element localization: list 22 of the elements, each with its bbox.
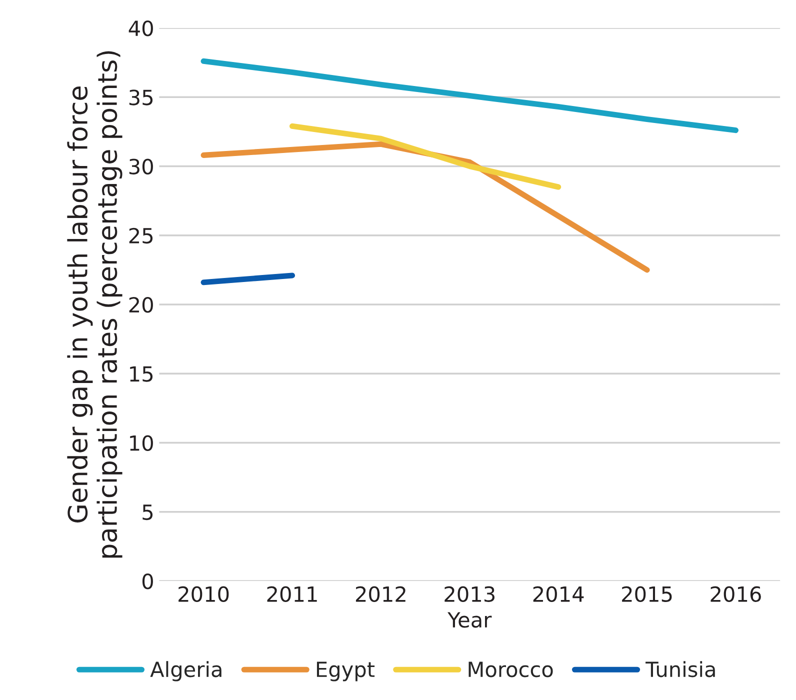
- y-tick-label: 10: [130, 435, 153, 451]
- y-tick-label: 5: [142, 504, 153, 520]
- x-tick-label: 2016: [710, 586, 761, 602]
- y-axis-title: Gender gap in youth labour force participation rates (percentage points): [67, 51, 122, 558]
- y-tick-label: 20: [129, 296, 153, 313]
- x-tick-label: 2015: [622, 586, 672, 602]
- y-tick-label: 0: [142, 573, 153, 590]
- x-tick-label: 2011: [267, 586, 317, 602]
- y-tick-label: 15: [130, 366, 153, 382]
- legend-label: Morocco: [468, 662, 553, 678]
- legend-label: Egypt: [316, 662, 375, 682]
- legend-label: Algeria: [150, 661, 222, 682]
- y-tick-label: 40: [128, 20, 153, 36]
- x-axis-title: Year: [448, 612, 492, 628]
- x-tick-label: 2013: [444, 586, 494, 602]
- x-tick-label: 2012: [356, 586, 406, 602]
- x-tick-label: 2014: [533, 586, 584, 602]
- y-tick-label: 25: [129, 228, 153, 244]
- y-tick-label: 30: [129, 158, 153, 174]
- x-tick-label: 2010: [178, 586, 229, 602]
- legend-label: Tunisia: [646, 661, 715, 678]
- y-tick-label: 35: [129, 90, 153, 106]
